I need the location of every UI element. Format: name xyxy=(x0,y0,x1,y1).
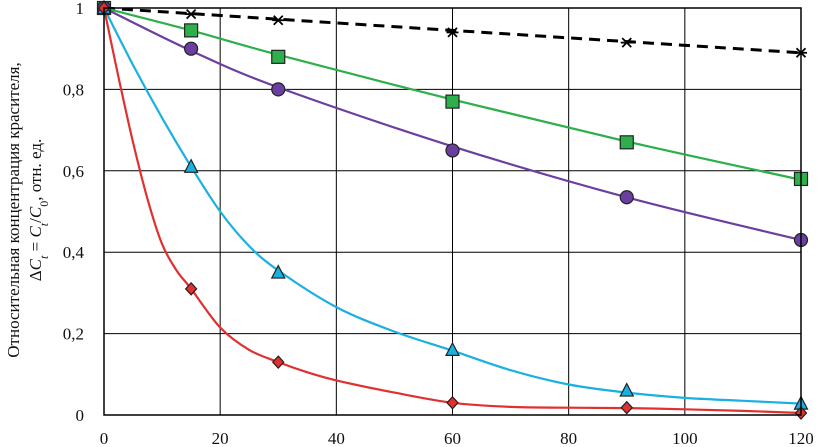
x-tick-label: 100 xyxy=(672,429,698,447)
data-point-square xyxy=(271,49,286,64)
data-point-asterisk xyxy=(446,27,459,38)
y-tick-label: 0,6 xyxy=(63,162,84,181)
x-tick-label: 0 xyxy=(100,429,109,447)
y-tick-label: 1 xyxy=(76,0,85,18)
data-point-diamond xyxy=(271,355,285,369)
data-point-circle xyxy=(619,190,634,205)
data-point-triangle xyxy=(619,382,635,397)
y-tick-label: 0,4 xyxy=(63,243,85,262)
data-point-circle xyxy=(184,41,199,56)
data-point-square xyxy=(619,135,634,150)
y-tick-label: 0 xyxy=(76,406,85,425)
series-line-asterisk xyxy=(103,6,802,55)
x-tick-labels: 0 20 40 60 80 100 120 xyxy=(100,429,814,447)
x-tick-label: 40 xyxy=(328,429,345,447)
data-point-diamond xyxy=(184,281,198,296)
data-point-square xyxy=(184,23,199,38)
data-point-asterisk xyxy=(272,15,285,26)
data-point-asterisk xyxy=(185,8,198,20)
data-point-asterisk xyxy=(620,37,633,48)
data-point-triangle xyxy=(445,341,460,356)
x-tick-label: 80 xyxy=(560,429,577,447)
data-point-circle xyxy=(271,82,286,97)
x-tick-label: 120 xyxy=(788,429,814,447)
series-line-diamond xyxy=(102,7,802,415)
y-tick-label: 0,8 xyxy=(63,80,84,99)
data-point-square xyxy=(445,94,460,109)
data-point-triangle xyxy=(270,264,286,279)
x-tick-label: 60 xyxy=(444,429,461,447)
y-tick-label: 0,2 xyxy=(63,325,84,344)
data-point-diamond xyxy=(620,400,634,415)
plot-frame xyxy=(103,7,802,416)
data-point-diamond xyxy=(446,395,459,410)
y-axis-label-line1: Относительная концентрация красителя, xyxy=(4,62,23,357)
data-point-triangle xyxy=(183,158,199,173)
series-line-triangle xyxy=(103,7,802,405)
data-point-circle xyxy=(445,143,460,158)
y-tick-labels: 0 0,2 0,4 0,6 0,8 1 xyxy=(63,0,85,425)
x-tick-label: 20 xyxy=(212,429,229,447)
